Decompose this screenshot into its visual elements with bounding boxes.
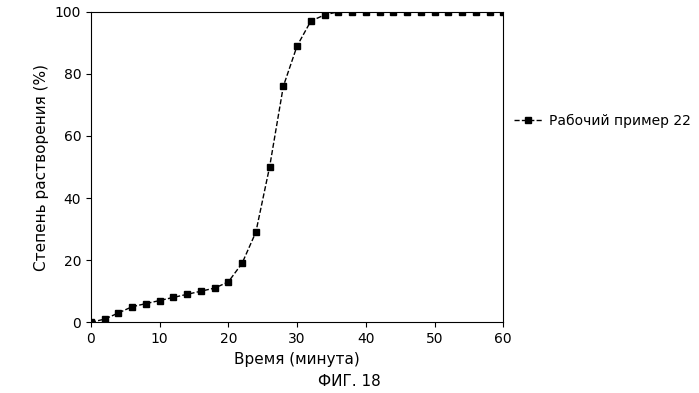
Рабочий пример 22: [458, 9, 466, 14]
Рабочий пример 22: [128, 304, 136, 309]
Рабочий пример 22: [183, 292, 192, 297]
Рабочий пример 22: [238, 261, 246, 266]
Рабочий пример 22: [444, 9, 452, 14]
Рабочий пример 22: [499, 9, 507, 14]
Рабочий пример 22: [403, 9, 411, 14]
Y-axis label: Степень растворения (%): Степень растворения (%): [34, 64, 49, 270]
Рабочий пример 22: [196, 289, 205, 294]
Рабочий пример 22: [224, 279, 233, 284]
Text: ФИГ. 18: ФИГ. 18: [318, 374, 381, 389]
Рабочий пример 22: [279, 84, 287, 89]
Рабочий пример 22: [307, 19, 315, 24]
Рабочий пример 22: [293, 44, 301, 48]
Legend: Рабочий пример 22: Рабочий пример 22: [514, 114, 691, 127]
Рабочий пример 22: [389, 9, 398, 14]
Рабочий пример 22: [210, 286, 219, 290]
Рабочий пример 22: [320, 13, 329, 17]
Рабочий пример 22: [485, 9, 493, 14]
Рабочий пример 22: [169, 295, 178, 300]
Рабочий пример 22: [155, 298, 164, 303]
Рабочий пример 22: [114, 310, 122, 315]
Рабочий пример 22: [252, 230, 260, 235]
Рабочий пример 22: [334, 9, 343, 14]
Рабочий пример 22: [142, 301, 150, 306]
Рабочий пример 22: [431, 9, 439, 14]
Рабочий пример 22: [266, 165, 274, 169]
X-axis label: Время (минута): Время (минута): [234, 351, 360, 367]
Рабочий пример 22: [375, 9, 384, 14]
Рабочий пример 22: [472, 9, 480, 14]
Line: Рабочий пример 22: Рабочий пример 22: [87, 8, 507, 326]
Рабочий пример 22: [101, 317, 109, 321]
Рабочий пример 22: [87, 320, 95, 325]
Рабочий пример 22: [361, 9, 370, 14]
Рабочий пример 22: [348, 9, 356, 14]
Рабочий пример 22: [417, 9, 425, 14]
